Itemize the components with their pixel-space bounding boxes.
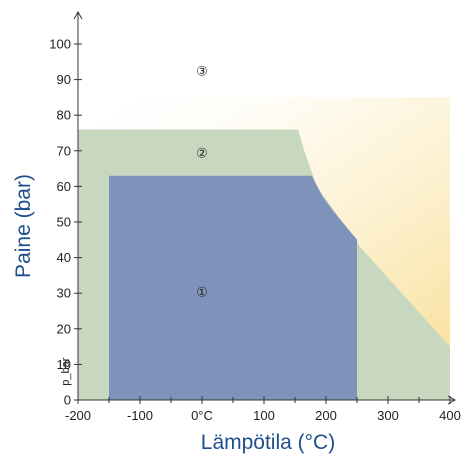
y-tick-label: 30 — [57, 286, 71, 301]
x-tick-label: 0°C — [191, 408, 213, 423]
y-marker-label: p_bar — [60, 357, 72, 385]
y-tick-label: 90 — [57, 72, 71, 87]
y-tick-label: 10 — [57, 357, 71, 372]
x-axis-title: Lämpötila (°C) — [201, 431, 335, 454]
y-tick-label: 40 — [57, 250, 71, 265]
y-tick-label: 0 — [64, 393, 71, 408]
x-tick-label: 300 — [377, 408, 399, 423]
y-axis-title: Paine (bar) — [12, 174, 35, 278]
labels: p_bar Lämpötila (°C) Paine (bar) ③ ② ① — [12, 64, 335, 454]
y-tick-label: 100 — [49, 37, 71, 52]
y-tick-label: 60 — [57, 179, 71, 194]
axes: -200 -100 0°C 100 200 300 400 0 10 20 30 40 50 60 70 80… — [49, 10, 461, 423]
x-tick-label: -100 — [127, 408, 153, 423]
y-tick-label: 70 — [57, 143, 71, 158]
y-tick-label: 50 — [57, 215, 71, 230]
region-label-2: ② — [196, 146, 208, 161]
x-tick-label: 100 — [253, 408, 275, 423]
region-label-1: ① — [196, 284, 208, 299]
y-axis-arrow — [73, 10, 83, 20]
y-tick-label: 80 — [57, 108, 71, 123]
y-tick-label: 20 — [57, 321, 71, 336]
x-tick-label: 400 — [439, 408, 461, 423]
x-tick-label: 200 — [315, 408, 337, 423]
region-label-3: ③ — [196, 64, 208, 79]
x-tick-label: -200 — [65, 408, 91, 423]
region-1 — [109, 175, 357, 400]
regions — [78, 97, 450, 400]
